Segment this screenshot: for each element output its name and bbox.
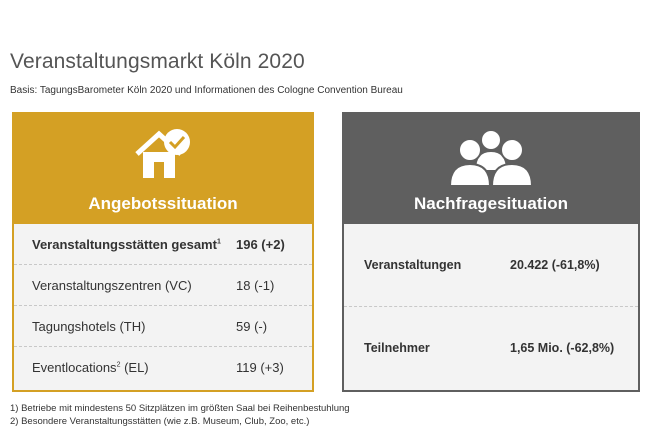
supply-row-total: Veranstaltungsstätten gesamt1 196 (+2) bbox=[14, 224, 312, 265]
row-label: Veranstaltungen bbox=[364, 258, 462, 272]
demand-rows: Veranstaltungen 20.422 (-61,8%) Teilnehm… bbox=[344, 224, 638, 389]
page-subtitle: Basis: TagungsBarometer Köln 2020 und In… bbox=[10, 85, 403, 96]
row-label: Eventlocations bbox=[32, 359, 117, 375]
row-value: 196 (+2) bbox=[236, 236, 285, 252]
row-value: 119 (+3) bbox=[236, 359, 284, 375]
footnote-ref: 2 bbox=[116, 361, 121, 369]
row-value: 59 (-) bbox=[236, 318, 268, 334]
demand-row-participants: Teilnehmer 1,65 Mio. (-62,8%) bbox=[344, 307, 638, 389]
demand-card: Nachfragesituation Veranstaltungen 20.42… bbox=[342, 112, 640, 392]
row-label: Veranstaltungsstätten gesamt bbox=[32, 236, 217, 252]
row-label-suffix: (EL) bbox=[120, 359, 149, 375]
house-check-icon bbox=[14, 126, 312, 187]
row-label: Veranstaltungszentren (VC) bbox=[32, 277, 192, 293]
supply-row-th: Tagungshotels (TH) 59 (-) bbox=[14, 306, 312, 347]
demand-row-events: Veranstaltungen 20.422 (-61,8%) bbox=[344, 224, 638, 307]
row-value: 18 (-1) bbox=[236, 277, 275, 293]
supply-row-vc: Veranstaltungszentren (VC) 18 (-1) bbox=[14, 265, 312, 306]
row-value: 1,65 Mio. (-62,8%) bbox=[510, 341, 615, 355]
demand-header: Nachfragesituation bbox=[344, 114, 638, 224]
supply-row-el: Eventlocations2 (EL) 119 (+3) bbox=[14, 347, 312, 387]
people-group-icon bbox=[344, 126, 638, 193]
row-label: Tagungshotels (TH) bbox=[32, 318, 146, 334]
page-title: Veranstaltungsmarkt Köln 2020 bbox=[10, 50, 305, 73]
supply-rows: Veranstaltungsstätten gesamt1 196 (+2) V… bbox=[14, 224, 312, 387]
demand-heading: Nachfragesituation bbox=[414, 194, 568, 213]
row-label: Teilnehmer bbox=[364, 341, 430, 355]
row-value: 20.422 (-61,8%) bbox=[510, 258, 600, 272]
footnote-ref: 1 bbox=[216, 238, 221, 246]
supply-header: Angebotssituation bbox=[14, 114, 312, 224]
footnote-2: 2) Besondere Veranstaltungsstätten (wie … bbox=[10, 416, 310, 427]
footnote-1: 1) Betriebe mit mindestens 50 Sitzplätze… bbox=[10, 403, 350, 414]
supply-card: Angebotssituation Veranstaltungsstätten … bbox=[12, 112, 314, 392]
supply-heading: Angebotssituation bbox=[88, 194, 238, 213]
